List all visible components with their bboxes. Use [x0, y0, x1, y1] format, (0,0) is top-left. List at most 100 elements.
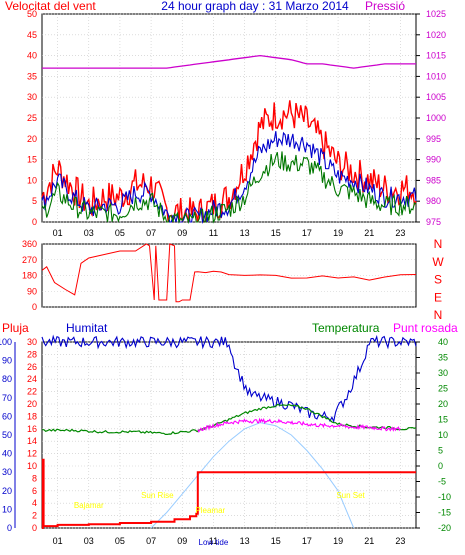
- humidity-y-tick-label: 70: [2, 393, 12, 403]
- temperature-line: [42, 403, 417, 435]
- pressure-y-tick-label: 1025: [426, 9, 446, 19]
- humidity-y-tick-label: 40: [2, 449, 12, 459]
- pressure-y-tick-label: 1000: [426, 113, 446, 123]
- wind-y-tick-label: 10: [27, 175, 37, 185]
- wind-y-tick-label: 20: [27, 134, 37, 144]
- wind-y-tick-label: 30: [27, 92, 37, 102]
- wind-y-tick-label: 0: [32, 217, 37, 227]
- pressure-y-tick-label: 985: [426, 175, 441, 185]
- humidity-y-tick-label: 10: [2, 504, 12, 514]
- wind-x-tick-label: 19: [333, 228, 343, 238]
- humidity-y-tick-label: 90: [2, 356, 12, 366]
- rain-y-tick-label: 4: [32, 498, 37, 508]
- direction-y-tick-label: 360: [22, 239, 37, 249]
- bottom-x-tick-label: 05: [115, 536, 125, 546]
- humidity-y-tick-label: 0: [7, 523, 12, 533]
- humidity-y-tick-label: 50: [2, 430, 12, 440]
- wind-y-tick-label: 35: [27, 71, 37, 81]
- wind-x-tick-label: 03: [84, 228, 94, 238]
- direction-y-tick-label: 90: [27, 286, 37, 296]
- temperature-y-tick-label: -5: [438, 477, 446, 487]
- rain-y-tick-label: 12: [27, 449, 37, 459]
- bottom-x-tick-label: 07: [146, 536, 156, 546]
- bottom-x-tick-label: 09: [177, 536, 187, 546]
- rain-y-tick-label: 26: [27, 362, 37, 372]
- humidity-y-tick-label: 100: [0, 337, 12, 347]
- humidity-label: Humitat: [66, 321, 108, 335]
- humidity-y-tick-label: 30: [2, 467, 12, 477]
- compass-letter: S: [434, 273, 442, 287]
- bottom-x-tick-label: 17: [302, 536, 312, 546]
- temperature-label: Temperatura: [312, 321, 380, 335]
- wind-speed-label: Velocitat del vent: [5, 0, 96, 13]
- rain-y-tick-label: 30: [27, 337, 37, 347]
- rain-y-tick-label: 8: [32, 473, 37, 483]
- tide-sun-annotation: Low tide: [199, 538, 229, 547]
- wind-y-tick-label: 15: [27, 155, 37, 165]
- rain-y-tick-label: 6: [32, 486, 37, 496]
- temperature-y-tick-label: 30: [438, 368, 448, 378]
- pressure-line: [42, 54, 416, 69]
- rain-y-tick-label: 20: [27, 399, 37, 409]
- bottom-x-tick-label: 19: [333, 536, 343, 546]
- pressure-y-tick-label: 1020: [426, 30, 446, 40]
- compass-letter: E: [434, 290, 442, 304]
- wind-y-tick-label: 40: [27, 51, 37, 61]
- gridlines: [42, 13, 416, 529]
- temperature-y-tick-label: 10: [438, 430, 448, 440]
- wind-x-tick-label: 09: [177, 228, 187, 238]
- direction-y-tick-label: 270: [22, 255, 37, 265]
- tide-sun-annotation: Bajamar: [74, 501, 104, 510]
- wind-x-tick-label: 01: [53, 228, 63, 238]
- compass-letter: W: [432, 255, 444, 269]
- rain-y-tick-label: 2: [32, 511, 37, 521]
- rain-y-tick-label: 0: [32, 523, 37, 533]
- direction-y-tick-label: 0: [32, 302, 37, 312]
- pressure-y-tick-label: 990: [426, 155, 441, 165]
- temperature-y-tick-label: 0: [438, 461, 443, 471]
- wind-y-tick-label: 50: [27, 9, 37, 19]
- rain-y-tick-label: 10: [27, 461, 37, 471]
- humidity-line: [41, 334, 417, 424]
- rain-label: Pluja: [2, 321, 29, 335]
- wind-low-line: [41, 151, 417, 225]
- tide-sun-annotation: Sun Set: [336, 491, 365, 500]
- chart-title: 24 hour graph day : 31 Marzo 2014: [161, 0, 349, 13]
- wind-x-tick-label: 15: [271, 228, 281, 238]
- sun-elevation-line: [150, 422, 355, 529]
- dewpoint-label: Punt rosada: [393, 321, 458, 335]
- wind-gust-line: [41, 100, 417, 224]
- temperature-y-tick-label: 40: [438, 337, 448, 347]
- temperature-y-tick-label: 20: [438, 399, 448, 409]
- temperature-y-tick-label: 5: [438, 446, 443, 456]
- annotations: Bajamar Sun Rise Pleamar Sun Set Low tide: [74, 491, 366, 547]
- temperature-y-tick-label: 25: [438, 384, 448, 394]
- humidity-y-tick-label: 20: [2, 486, 12, 496]
- rain-y-tick-label: 22: [27, 387, 37, 397]
- temperature-y-tick-label: 15: [438, 415, 448, 425]
- pressure-y-tick-label: 995: [426, 134, 441, 144]
- tide-sun-annotation: Pleamar: [195, 506, 225, 515]
- direction-y-tick-label: 180: [22, 271, 37, 281]
- pressure-y-tick-label: 1010: [426, 71, 446, 81]
- wind-x-tick-label: 21: [364, 228, 374, 238]
- data-series: [41, 54, 417, 529]
- rain-y-tick-label: 18: [27, 411, 37, 421]
- wind-x-tick-label: 11: [209, 228, 218, 238]
- pressure-y-tick-label: 1005: [426, 92, 446, 102]
- rain-y-tick-label: 28: [27, 349, 37, 359]
- rain-y-tick-label: 16: [27, 424, 37, 434]
- bottom-x-tick-label: 15: [271, 536, 281, 546]
- pressure-y-tick-label: 980: [426, 196, 441, 206]
- temperature-y-tick-label: -20: [438, 523, 451, 533]
- wind-y-tick-label: 5: [32, 196, 37, 206]
- pressure-y-tick-label: 975: [426, 217, 441, 227]
- wind-direction-line: [41, 243, 417, 303]
- temperature-y-tick-label: -10: [438, 492, 451, 502]
- rain-line: [41, 458, 416, 529]
- wind-x-tick-label: 17: [302, 228, 312, 238]
- wind-x-tick-label: 13: [240, 228, 250, 238]
